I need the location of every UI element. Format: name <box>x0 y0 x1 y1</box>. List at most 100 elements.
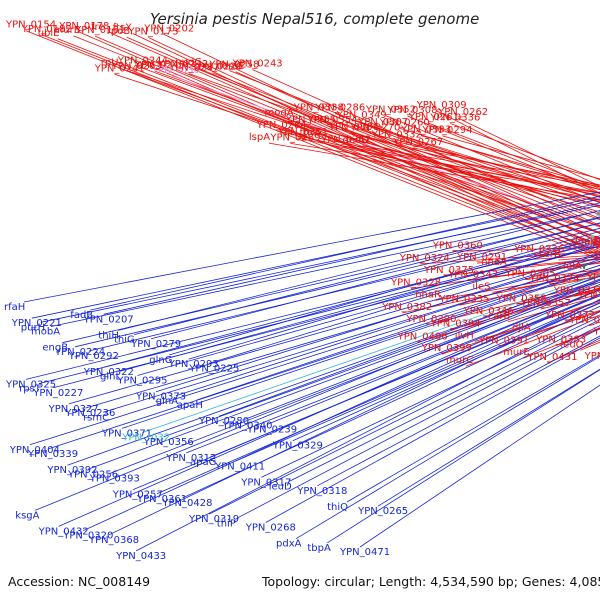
genome-summary-text: Topology: circular; Length: 4,534,590 bp… <box>261 574 600 589</box>
forward-gene-label: YPN_r030 <box>151 65 200 76</box>
forward-gene-label: murE <box>503 347 530 358</box>
reverse-gene-label: YPN_0325 <box>5 379 56 390</box>
forward-gene-label: YPN_0316 <box>553 285 600 296</box>
forward-label-connector <box>57 38 600 252</box>
forward-label-connector <box>419 251 600 265</box>
reverse-label-connector <box>83 293 600 531</box>
reverse-label-connector <box>67 275 600 466</box>
forward-label-connector <box>413 147 600 186</box>
reverse-label-connector <box>68 252 600 405</box>
reverse-gene-label: thiH <box>98 330 119 341</box>
forward-gene-label: YPN_0351 <box>277 127 328 138</box>
forward-label-connector <box>426 281 600 326</box>
forward-gene-label: YPN_0202 <box>143 24 194 35</box>
reverse-gene-label: fadB <box>70 310 93 321</box>
reverse-gene-label: YPN_0224 <box>54 347 105 358</box>
reverse-gene-label: YPN_0433 <box>115 551 166 562</box>
forward-label-connector <box>457 117 600 187</box>
forward-label-connector <box>195 67 600 234</box>
accession-text: Accession: NC_008149 <box>8 574 150 589</box>
reverse-label-connector <box>90 195 600 311</box>
forward-gene-label: djlA <box>512 323 531 334</box>
reverse-label-connector <box>377 368 600 507</box>
forward-gene-label: YPN_0382 <box>381 302 432 313</box>
forward-gene-label: YPN_0263 <box>111 61 162 72</box>
reverse-label-connector <box>87 279 600 470</box>
reverse-label-connector <box>38 241 600 384</box>
reverse-label-connector <box>135 311 600 552</box>
reverse-label-connector <box>29 264 600 446</box>
reverse-gene-label: YPN_0392 <box>46 465 97 476</box>
forward-gene-label: carB <box>488 311 511 322</box>
forward-gene-label: YPN_0338 <box>293 102 344 113</box>
forward-gene <box>588 234 595 246</box>
forward-gene-label: YPN_0258 <box>208 60 259 71</box>
forward-gene-label: YPN_0342 <box>447 270 498 281</box>
forward-gene-label: murC <box>446 355 473 366</box>
reverse-gene-label: YPN_0318 <box>296 486 347 497</box>
forward-gene-label: YPN_0232 <box>157 59 208 70</box>
reverse-gene-label: YPN_0317 <box>240 477 291 488</box>
forward-gene-label: ftsX <box>113 22 132 33</box>
reverse-gene-label: YPN_0322 <box>83 367 134 378</box>
forward-label-connector <box>229 70 600 219</box>
reverse-label-connector <box>142 273 600 433</box>
feature-tracks <box>582 208 600 269</box>
forward-label-connector <box>131 71 600 227</box>
forward-gene-label: rpU <box>101 58 119 69</box>
forward-label-connector <box>483 287 600 318</box>
forward-gene-label: ilvH <box>455 331 474 342</box>
reverse-gene-label: YPN_0221 <box>11 318 62 329</box>
forward-gene-label: YPN_0289 <box>269 132 320 143</box>
forward-label-connector <box>276 130 600 206</box>
forward-gene-label: YPN_0173 <box>127 27 178 38</box>
forward-gene-label: YPN_0262 <box>437 107 488 118</box>
forward-label-connector <box>399 127 600 191</box>
forward-label-connector <box>428 122 600 189</box>
reverse-gene-label: glnG <box>149 355 172 366</box>
forward-gene-label: nhaR <box>415 289 441 300</box>
forward-gene-label: YPN_0307 <box>357 117 408 128</box>
forward-gene-label: YPN_0335 <box>438 294 489 305</box>
reverse-label-connector <box>74 222 600 348</box>
reverse-gene-label: YPN_0327 <box>48 404 99 415</box>
forward-gene-label: YPN_0220 <box>191 62 242 73</box>
forward-gene-label: YPN_0332 <box>371 130 422 141</box>
forward-label-connector <box>407 115 600 195</box>
reverse-gene-label: YPN_0373 <box>135 392 186 403</box>
reverse-label-connector <box>288 325 600 482</box>
reverse-label-connector <box>88 227 600 352</box>
forward-label-connector <box>474 301 600 342</box>
forward-label-connector <box>268 142 600 200</box>
reverse-label-connector <box>35 279 600 511</box>
reverse-label-connector <box>317 335 600 487</box>
reverse-gene-label: YPN_0236 <box>64 408 115 419</box>
reverse-label-connector <box>169 230 600 356</box>
forward-label-connector <box>410 261 600 289</box>
reverse-gene-label: YPN_0207 <box>83 314 134 325</box>
forward-gene-label: YPN_0383 <box>535 335 586 346</box>
forward-gene-label: YPN_0285 <box>285 115 336 126</box>
forward-label-connector <box>441 300 600 355</box>
reverse-gene-label: YPN_0319 <box>188 514 239 525</box>
reverse-gene-label: thiG <box>114 335 135 346</box>
reverse-label-connector <box>209 243 600 364</box>
forward-gene-label: YPN_0178 <box>58 21 109 32</box>
reverse-gene-label: thiQ <box>327 502 348 513</box>
forward-label-connector <box>450 123 600 181</box>
reverse-label-connector <box>40 204 600 323</box>
forward-label-connector <box>348 132 600 198</box>
reverse-gene-label: YPN_0368 <box>88 535 139 546</box>
reverse-gene-label: ksgA <box>15 510 39 521</box>
reverse-label-connector <box>119 240 600 372</box>
forward-gene-label: YPN_0354 <box>306 115 357 126</box>
reverse-label-connector <box>163 278 600 438</box>
reverse-label-connector <box>47 268 600 450</box>
forward-gene-label: leuO <box>560 339 583 350</box>
reverse-gene-label: YPN_0329 <box>272 441 323 452</box>
reverse-gene-label: YPN_0279 <box>130 339 181 350</box>
forward-gene-label: YPN_0372 <box>544 310 595 321</box>
reverse-label-connector <box>108 299 600 536</box>
